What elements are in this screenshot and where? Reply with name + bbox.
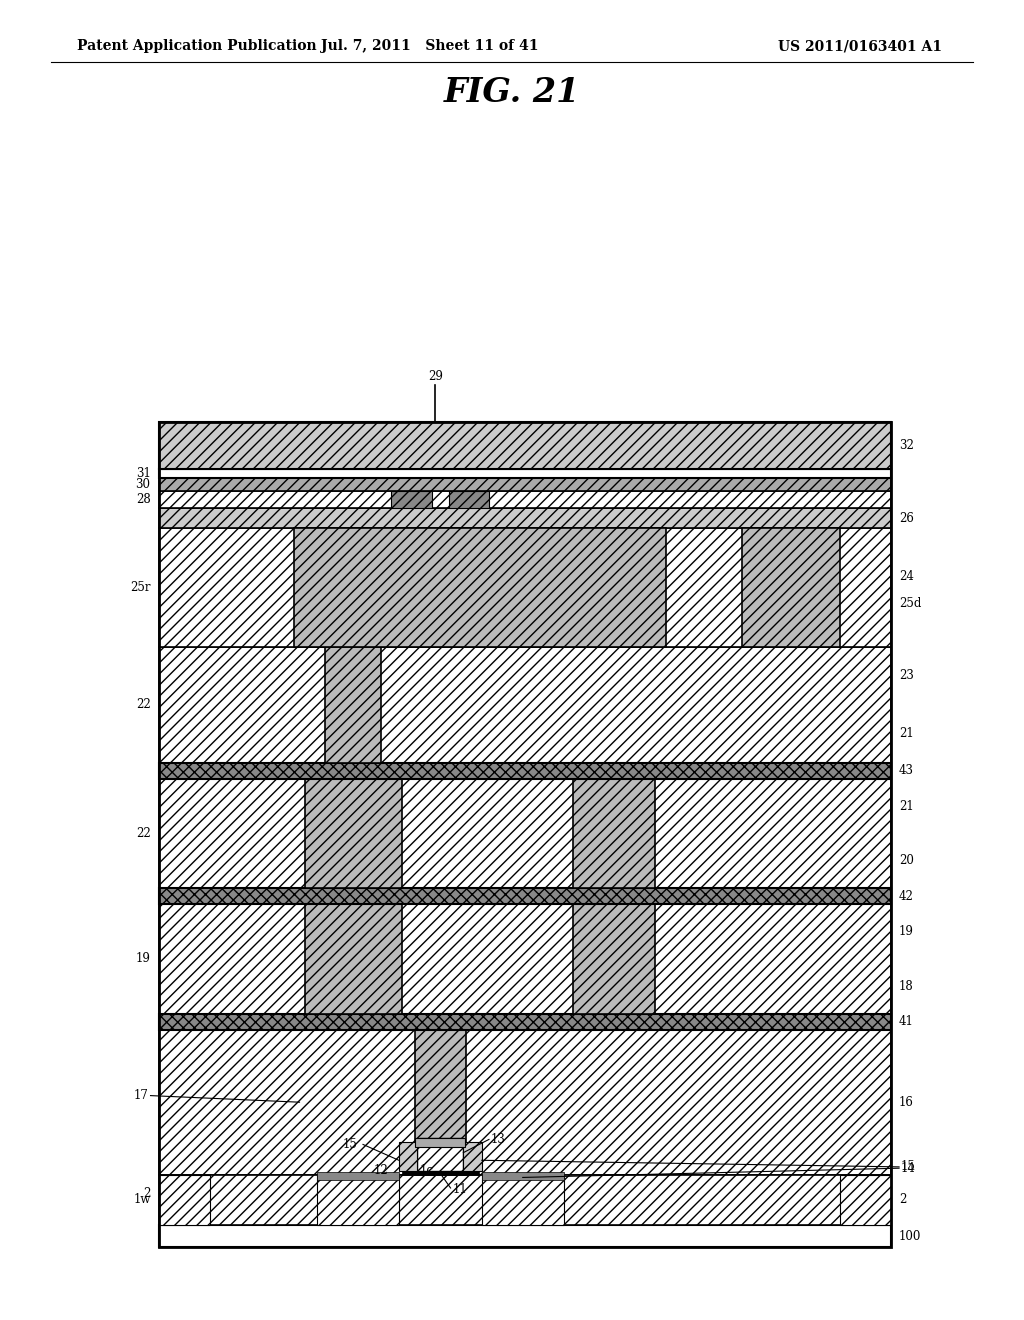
- Text: Patent Application Publication: Patent Application Publication: [77, 40, 316, 53]
- Bar: [159, 508, 891, 528]
- Text: 29: 29: [428, 370, 442, 383]
- Text: 20: 20: [899, 854, 914, 867]
- Bar: [159, 478, 891, 491]
- Text: 21: 21: [899, 727, 913, 741]
- Text: 16: 16: [899, 1096, 914, 1109]
- Text: 19: 19: [135, 953, 151, 965]
- Bar: [391, 491, 432, 508]
- Bar: [159, 1175, 891, 1225]
- Text: 17: 17: [133, 1089, 148, 1102]
- Text: 30: 30: [135, 478, 151, 491]
- Bar: [159, 888, 891, 904]
- Bar: [418, 1138, 463, 1171]
- Text: 2: 2: [143, 1187, 151, 1200]
- Text: 100: 100: [899, 1230, 922, 1242]
- Bar: [449, 491, 489, 508]
- Bar: [159, 1014, 891, 1030]
- Bar: [401, 1171, 478, 1175]
- Bar: [573, 904, 655, 1014]
- Bar: [159, 1030, 891, 1175]
- Bar: [840, 1175, 891, 1225]
- Bar: [159, 422, 891, 469]
- Bar: [159, 528, 891, 647]
- Bar: [159, 647, 891, 763]
- Bar: [482, 1172, 563, 1180]
- Text: 21: 21: [899, 800, 913, 813]
- Text: 1c: 1c: [420, 1164, 433, 1177]
- Text: 22: 22: [136, 698, 151, 711]
- Text: 26: 26: [899, 512, 914, 524]
- Bar: [573, 779, 655, 888]
- Bar: [325, 647, 381, 763]
- Text: 41: 41: [899, 1015, 914, 1028]
- Text: 15: 15: [343, 1138, 358, 1151]
- Bar: [398, 1142, 418, 1171]
- Text: 2: 2: [899, 1193, 906, 1206]
- Text: 31: 31: [135, 467, 151, 479]
- Text: 1w: 1w: [133, 1193, 151, 1206]
- Text: FIG. 21: FIG. 21: [443, 75, 581, 108]
- Text: 18: 18: [899, 979, 913, 993]
- Bar: [159, 904, 891, 1014]
- Text: 12: 12: [374, 1164, 388, 1177]
- Bar: [742, 528, 840, 647]
- Text: 13: 13: [492, 1133, 506, 1146]
- Bar: [305, 904, 401, 1014]
- Text: 11: 11: [453, 1183, 467, 1196]
- Bar: [463, 1142, 482, 1171]
- Bar: [159, 491, 891, 508]
- Text: 43: 43: [899, 764, 914, 777]
- Text: 14: 14: [901, 1162, 916, 1175]
- Bar: [415, 1030, 466, 1175]
- Bar: [482, 1175, 563, 1225]
- Bar: [159, 1175, 210, 1225]
- Text: 15: 15: [901, 1160, 916, 1173]
- Bar: [416, 1138, 465, 1147]
- Text: US 2011/0163401 A1: US 2011/0163401 A1: [778, 40, 942, 53]
- Bar: [305, 779, 401, 888]
- Text: 25r: 25r: [130, 581, 151, 594]
- Bar: [316, 1172, 398, 1180]
- Text: 19: 19: [899, 925, 914, 939]
- Bar: [316, 1175, 398, 1225]
- Text: Jul. 7, 2011   Sheet 11 of 41: Jul. 7, 2011 Sheet 11 of 41: [322, 40, 539, 53]
- Bar: [159, 763, 891, 779]
- Text: 28: 28: [136, 494, 151, 506]
- Bar: [159, 422, 891, 1247]
- Text: 24: 24: [899, 570, 914, 583]
- Bar: [159, 1225, 891, 1247]
- Text: 22: 22: [136, 828, 151, 840]
- Bar: [295, 528, 666, 647]
- Bar: [159, 469, 891, 478]
- Text: 42: 42: [899, 890, 914, 903]
- Bar: [159, 779, 891, 888]
- Text: 32: 32: [899, 440, 914, 451]
- Text: 25d: 25d: [899, 597, 922, 610]
- Text: 23: 23: [899, 669, 914, 682]
